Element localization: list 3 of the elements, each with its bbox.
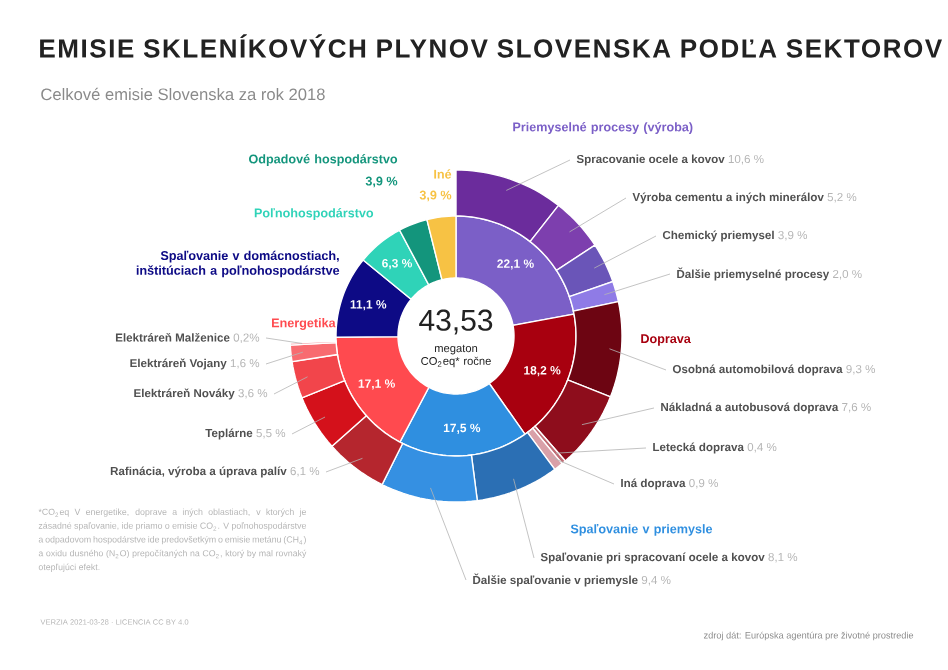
text: 43,53 — [419, 309, 493, 335]
chart-subtitle: Celkové emisie Slovenska za rok 2018 — [41, 87, 325, 101]
chart-title: EMISIE SKLENÍKOVÝCH PLYNOV SLOVENSKA PODĽA SEKTOROV — [40, 34, 942, 58]
